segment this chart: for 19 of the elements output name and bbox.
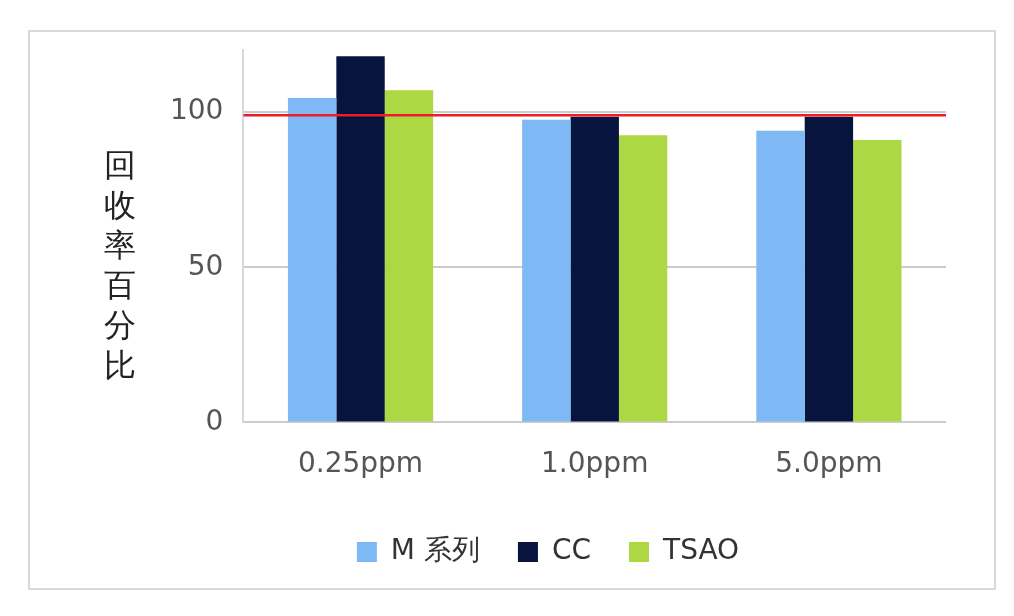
legend-label: CC: [551, 533, 592, 567]
bar: [853, 140, 902, 422]
y-tick-label: 0: [205, 403, 224, 437]
legend-label: TSAO: [662, 533, 740, 567]
x-tick-label: 0.25ppm: [297, 446, 424, 480]
y-tick-label: 100: [169, 93, 224, 127]
bar: [618, 135, 668, 422]
x-tick-label: 1.0ppm: [541, 446, 649, 480]
bar: [570, 116, 619, 422]
bar: [384, 90, 434, 422]
y-axis-title: 回收率百分比: [103, 145, 137, 385]
legend-label: M 系列: [390, 533, 480, 567]
bar: [522, 119, 571, 422]
bar: [804, 116, 854, 422]
bar: [287, 98, 337, 422]
y-tick-label: 50: [187, 248, 224, 282]
x-tick-label: 5.0ppm: [775, 446, 883, 480]
bar: [756, 130, 805, 422]
bar: [336, 56, 385, 422]
